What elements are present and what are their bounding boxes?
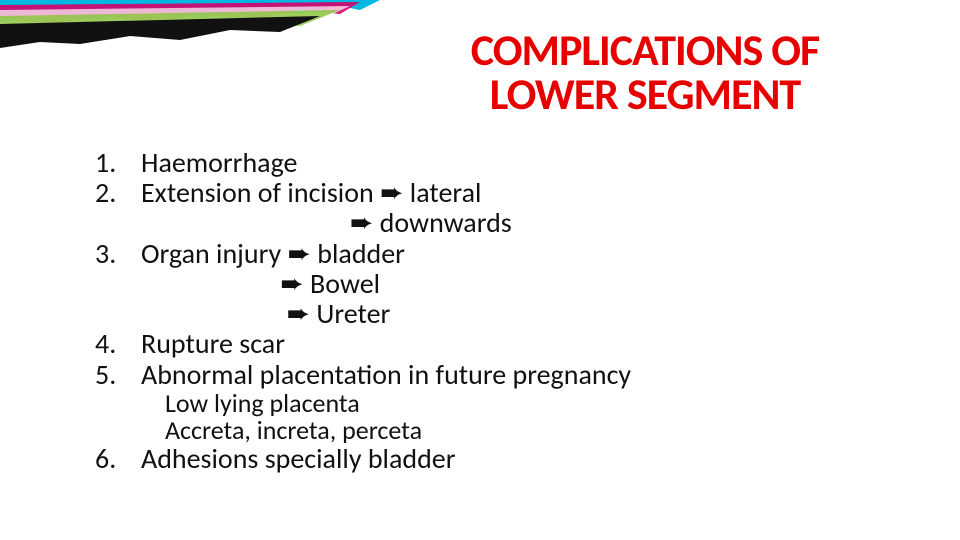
item-5-text: Abnormal placentation in future pregnanc…	[141, 360, 895, 390]
content-body: 1. Haemorrhage 2. Extension of incision …	[95, 148, 895, 475]
title-line-1: COMPLICATIONS OF	[360, 28, 930, 72]
item-1: 1. Haemorrhage	[95, 148, 895, 178]
item-5-number: 5.	[95, 360, 141, 390]
item-4-text: Rupture scar	[141, 329, 895, 359]
slide-title: COMPLICATIONS OF LOWER SEGMENT	[360, 28, 930, 116]
item-2-sub: ➨ downwards	[95, 208, 895, 238]
item-1-number: 1.	[95, 148, 141, 178]
item-5: 5. Abnormal placentation in future pregn…	[95, 360, 895, 390]
item-3-sub2: ➨ Ureter	[95, 299, 895, 329]
item-1-text: Haemorrhage	[141, 148, 895, 178]
item-3-text: Organ injury ➨ bladder	[141, 239, 895, 269]
item-2-number: 2.	[95, 178, 141, 208]
item-6-number: 6.	[95, 444, 141, 474]
corner-decoration	[0, 0, 380, 55]
item-3: 3. Organ injury ➨ bladder	[95, 239, 895, 269]
item-5-sub1: Low lying placenta	[95, 390, 895, 417]
item-4: 4. Rupture scar	[95, 329, 895, 359]
slide: COMPLICATIONS OF LOWER SEGMENT 1. Haemor…	[0, 0, 960, 540]
item-3-sub1: ➨ Bowel	[95, 269, 895, 299]
item-2-text: Extension of incision ➨ lateral	[141, 178, 895, 208]
title-line-2: LOWER SEGMENT	[360, 72, 930, 116]
item-6: 6. Adhesions specially bladder	[95, 444, 895, 474]
item-3-number: 3.	[95, 239, 141, 269]
item-2: 2. Extension of incision ➨ lateral	[95, 178, 895, 208]
item-4-number: 4.	[95, 329, 141, 359]
item-5-sub2: Accreta, increta, perceta	[95, 417, 895, 444]
item-6-text: Adhesions specially bladder	[141, 444, 895, 474]
